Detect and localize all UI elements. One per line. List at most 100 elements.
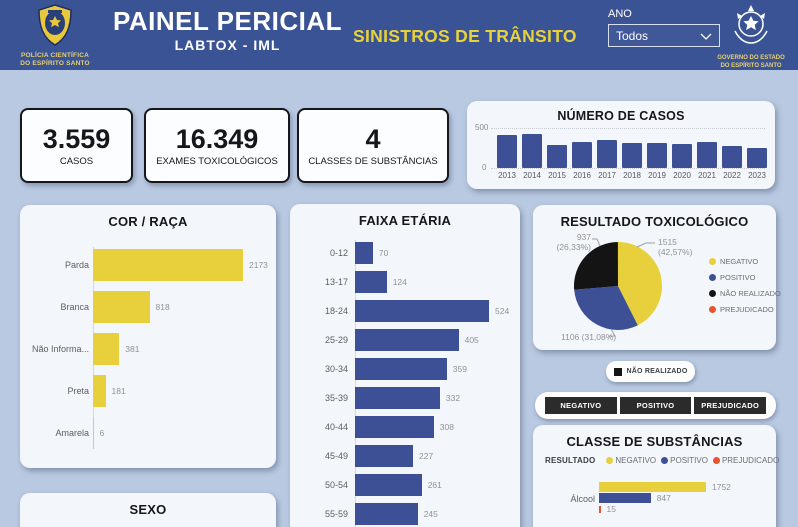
faixa-etaria-card: FAIXA ETÁRIA 0-12 70 13-17 124 18-24 524 25-29…: [290, 204, 520, 527]
cor-raca-card: COR / RAÇA Parda 2173 Branca 818 Não Informa…: [20, 205, 276, 468]
row-18-24: 18-24 524: [290, 300, 515, 322]
bar-25-29[interactable]: [355, 329, 459, 351]
bar-Parda[interactable]: [93, 249, 243, 281]
xlabel-2019: 2019: [648, 171, 666, 180]
police-badge-icon: [35, 4, 75, 50]
stat-label-classes: CLASSES DE SUBSTÂNCIAS: [308, 155, 438, 167]
bar-Não Informa...[interactable]: [93, 333, 120, 365]
bar-Branca[interactable]: [93, 291, 150, 323]
bar-2018[interactable]: [622, 143, 642, 168]
nao-realizado-filter-button[interactable]: NÃO REALIZADO: [606, 361, 695, 382]
label-0-12: 0-12: [329, 248, 348, 258]
value-45-49: 227: [419, 451, 434, 461]
bar-2019[interactable]: [647, 142, 667, 168]
year-dropdown[interactable]: Todos: [608, 24, 720, 47]
negativo-filter-button[interactable]: NEGATIVO: [545, 397, 617, 414]
label-13-17: 13-17: [324, 277, 348, 287]
classe-bar-prejudicado[interactable]: [599, 505, 601, 513]
callout-negativo: 1515 (42,57%): [658, 237, 693, 257]
legend-item-positivo[interactable]: POSITIVO: [709, 273, 781, 282]
bar-40-44[interactable]: [355, 416, 434, 438]
legend-label: POSITIVO: [720, 273, 756, 282]
bar-2016[interactable]: [572, 141, 592, 168]
classe-value-negativo: 1752: [712, 482, 731, 492]
classe-alcool-group: Álcool 1752 847 15: [547, 482, 731, 515]
xlabel-2022: 2022: [723, 171, 741, 180]
bar-2021[interactable]: [697, 142, 717, 168]
bar-18-24[interactable]: [355, 300, 489, 322]
bar-35-39[interactable]: [355, 387, 440, 409]
callout-nao-realizado: 937 (26,33%): [556, 232, 592, 252]
classe-bar-positivo[interactable]: [599, 493, 651, 503]
gridline-500: [491, 128, 765, 129]
label-Preta: Preta: [67, 386, 89, 396]
police-caption-line2: DO ESPÍRITO SANTO: [20, 60, 90, 67]
legend-item-não-realizado[interactable]: NÃO REALIZADO: [709, 289, 781, 298]
row-Amarela: Amarela 6: [20, 417, 270, 449]
legend-label: NÃO REALIZADO: [720, 289, 781, 298]
xlabel-2020: 2020: [673, 171, 691, 180]
legend-item-negativo[interactable]: NEGATIVO: [709, 257, 781, 266]
result-filter-bar: NEGATIVO POSITIVO PREJUDICADO: [535, 392, 776, 419]
label-Branca: Branca: [60, 302, 89, 312]
bar-2022[interactable]: [722, 146, 742, 168]
value-50-54: 261: [427, 480, 442, 490]
pie-slice-negativo[interactable]: [618, 242, 663, 326]
row-0-12: 0-12 70: [290, 242, 515, 264]
bar-2015[interactable]: [547, 145, 567, 168]
classe-bar-negativo[interactable]: [599, 482, 706, 492]
ytick-500: 500: [475, 123, 489, 132]
legend-dot-icon: [709, 258, 716, 265]
numero-de-casos-card: NÚMERO DE CASOS 500 0 2013 2014 2015 2016 20…: [467, 101, 775, 189]
bar-Preta[interactable]: [93, 375, 106, 407]
bar-30-34[interactable]: [355, 358, 447, 380]
stat-card-exames: 16.349 EXAMES TOXICOLÓGICOS: [144, 108, 290, 183]
negativo-dot-icon: [606, 457, 614, 464]
bar-2020[interactable]: [672, 144, 692, 168]
classe-value-prejudicado: 15: [606, 504, 616, 514]
label-55-59: 55-59: [324, 509, 348, 519]
bar-2014[interactable]: [522, 133, 542, 168]
bar-55-59[interactable]: [355, 503, 418, 525]
value-13-17: 124: [392, 277, 407, 287]
bar-13-17[interactable]: [355, 271, 387, 293]
xlabel-2015: 2015: [548, 171, 566, 180]
classe-legend-negativo: NEGATIVO: [615, 456, 657, 465]
pie-slice-positivo[interactable]: [574, 286, 638, 331]
resultado-legend: NEGATIVO POSITIVO NÃO REALIZADO PREJUDICADO: [709, 257, 781, 321]
stat-label-casos: CASOS: [59, 155, 94, 167]
ytick-0: 0: [482, 163, 487, 172]
legend-item-prejudicado[interactable]: PREJUDICADO: [709, 305, 781, 314]
sexo-title: SEXO: [129, 502, 167, 517]
bar-45-49[interactable]: [355, 445, 413, 467]
black-square-icon: [613, 367, 622, 376]
value-Parda: 2173: [249, 260, 268, 270]
positivo-filter-button[interactable]: POSITIVO: [619, 397, 692, 414]
bar-0-12[interactable]: [355, 242, 373, 264]
legend-dot-icon: [709, 306, 716, 313]
pie-slices: [574, 241, 663, 331]
callout-line-negativo: [636, 242, 655, 248]
xlabel-2018: 2018: [623, 171, 641, 180]
faixa-etaria-axis: [355, 240, 356, 527]
dashboard-title: SINISTROS DE TRÂNSITO: [353, 26, 577, 46]
classe-legend-positivo: POSITIVO: [670, 456, 708, 465]
prejudicado-filter-button[interactable]: PREJUDICADO: [694, 397, 767, 414]
value-Não Informa...: 381: [125, 344, 140, 354]
bar-50-54[interactable]: [355, 474, 422, 496]
row-Preta: Preta 181: [20, 375, 270, 407]
year-dropdown-value: Todos: [616, 28, 649, 43]
classe-legend-title: RESULTADO: [545, 456, 596, 465]
bar-2017[interactable]: [597, 140, 617, 168]
bar-2013[interactable]: [497, 135, 517, 168]
value-40-44: 308: [439, 422, 454, 432]
government-crest-icon: [729, 5, 773, 53]
bar-2023[interactable]: [747, 148, 767, 168]
pie-slice-não-realizado[interactable]: [574, 242, 618, 290]
xlabel-2017: 2017: [598, 171, 616, 180]
value-55-59: 245: [423, 509, 438, 519]
bar-Amarela[interactable]: [93, 417, 94, 449]
callout-positivo: 1106 (31,08%): [561, 332, 617, 342]
label-Não Informa...: Não Informa...: [31, 344, 89, 354]
resultado-toxicologico-card: RESULTADO TOXICOLÓGICO 1515 (42,57%) 937(…: [533, 205, 781, 350]
